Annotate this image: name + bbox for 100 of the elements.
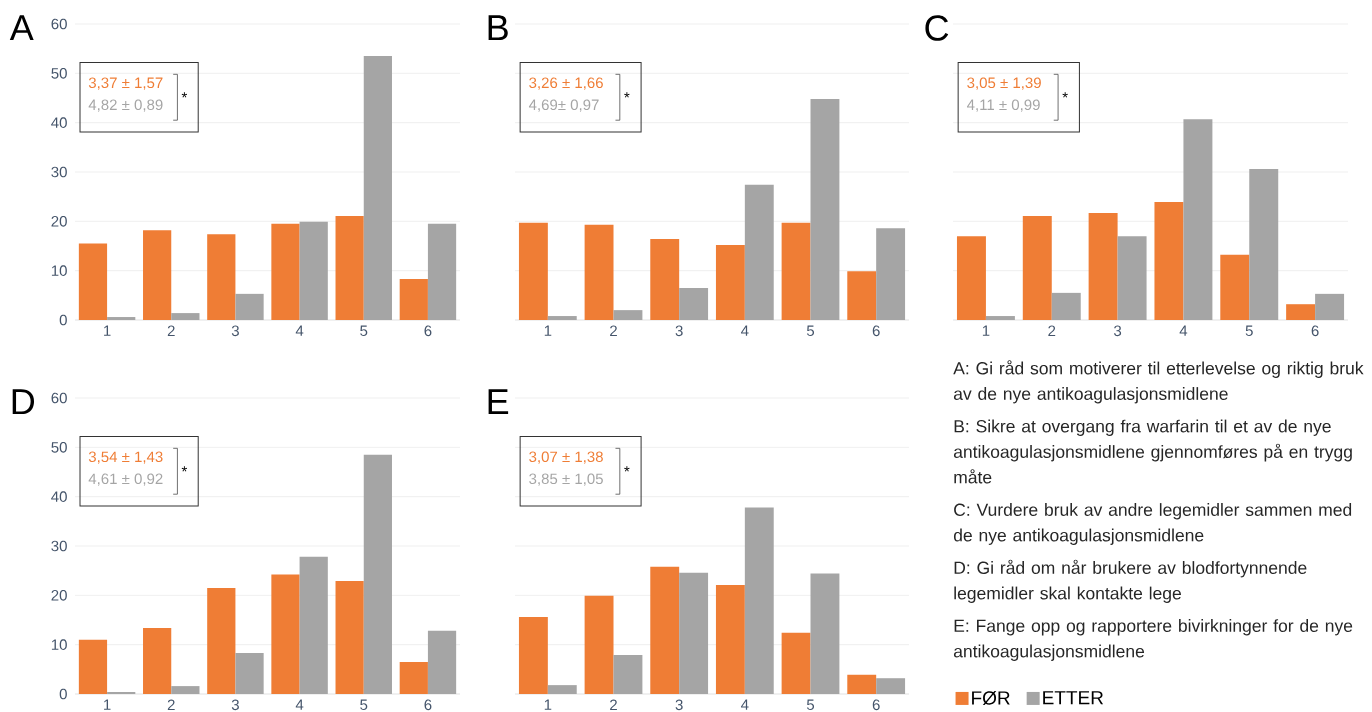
annotation: 3,85 ± 1,05 bbox=[529, 473, 603, 486]
bar bbox=[207, 587, 236, 694]
bar bbox=[1154, 202, 1184, 320]
bar bbox=[363, 56, 392, 320]
bar bbox=[781, 632, 811, 694]
y-tick-label: 50 bbox=[51, 442, 67, 453]
bar bbox=[876, 228, 906, 320]
bar bbox=[744, 184, 774, 320]
bar bbox=[399, 661, 428, 694]
bar bbox=[876, 678, 906, 694]
legend-label: ETTER bbox=[1043, 691, 1104, 705]
bar bbox=[1220, 254, 1250, 320]
legend-label: FØR bbox=[972, 690, 1010, 705]
bar bbox=[781, 222, 811, 320]
x-tick-label: 3 bbox=[1113, 325, 1122, 337]
x-tick-label: 6 bbox=[872, 325, 880, 337]
bar bbox=[1051, 292, 1081, 320]
annotation: 3,07 ± 1,38 bbox=[529, 451, 603, 464]
annotation: 3,26 ± 1,66 bbox=[529, 77, 603, 90]
x-tick-label: 3 bbox=[231, 325, 239, 337]
text: B: Sikre at overgang fra warfarin til et av de nye antikoagulasjonsmidlene gjennomføres på en trygg måte bbox=[953, 419, 1352, 484]
x-tick-label: 6 bbox=[1311, 325, 1319, 337]
bar bbox=[547, 316, 577, 320]
x-tick-label: 6 bbox=[424, 699, 432, 711]
y-tick-label: 30 bbox=[51, 166, 67, 178]
y-tick-label: 40 bbox=[51, 117, 67, 128]
x-tick-label: 3 bbox=[675, 325, 683, 337]
x-tick-label: 4 bbox=[1179, 325, 1188, 336]
annotation: 4,82 ± 0,89 bbox=[88, 99, 163, 112]
x-tick-label: 1 bbox=[104, 699, 111, 710]
y-tick-label: 20 bbox=[51, 590, 67, 601]
bar bbox=[650, 239, 680, 320]
bar bbox=[78, 243, 108, 320]
x-tick-label: 2 bbox=[167, 699, 175, 711]
bar bbox=[679, 287, 709, 320]
bar bbox=[78, 639, 108, 694]
x-tick-label: 1 bbox=[544, 699, 552, 710]
x-tick-label: 5 bbox=[806, 325, 815, 336]
bar bbox=[171, 686, 200, 694]
x-tick-label: 5 bbox=[360, 325, 368, 336]
bar bbox=[427, 630, 457, 694]
y-tick-label: 20 bbox=[51, 216, 67, 227]
x-tick-label: 4 bbox=[741, 699, 749, 710]
annotation: * bbox=[624, 466, 630, 472]
bar bbox=[613, 655, 643, 694]
bar bbox=[847, 674, 877, 694]
bar bbox=[956, 236, 986, 320]
bar bbox=[427, 223, 457, 320]
y-tick-label: 30 bbox=[51, 540, 67, 552]
bar bbox=[1286, 304, 1316, 320]
annotation: 3,37 ± 1,57 bbox=[88, 77, 163, 90]
chart-title: C bbox=[925, 15, 949, 41]
bar bbox=[679, 572, 709, 694]
bar bbox=[1022, 215, 1052, 320]
bar bbox=[271, 223, 300, 320]
y-tick-label: 40 bbox=[51, 491, 67, 502]
annotation: * bbox=[181, 92, 188, 98]
bar bbox=[744, 507, 774, 694]
y-tick-label: 50 bbox=[51, 68, 67, 79]
bar bbox=[584, 595, 614, 694]
x-tick-label: 2 bbox=[167, 325, 175, 336]
x-tick-label: 2 bbox=[1048, 325, 1056, 336]
bar bbox=[299, 556, 328, 694]
bar bbox=[399, 279, 428, 320]
bar bbox=[847, 271, 877, 320]
x-tick-label: 4 bbox=[295, 699, 304, 710]
bar bbox=[810, 98, 840, 320]
bar bbox=[335, 581, 364, 694]
x-tick-label: 5 bbox=[1245, 325, 1253, 336]
x-tick-label: 1 bbox=[544, 325, 552, 336]
annotation: * bbox=[181, 466, 188, 472]
x-tick-label: 4 bbox=[295, 325, 304, 336]
annotation: * bbox=[1062, 92, 1068, 98]
bar bbox=[143, 627, 172, 694]
x-tick-label: 4 bbox=[741, 325, 749, 336]
text: D: Gi råd om når brukere av blodfortynnende legemidler skal kontakte lege bbox=[954, 559, 1307, 603]
bar bbox=[518, 617, 548, 694]
bar bbox=[143, 230, 172, 320]
chart-title: A bbox=[9, 15, 34, 41]
chart-title: B bbox=[488, 15, 508, 41]
bar bbox=[1315, 293, 1345, 320]
bar bbox=[235, 293, 264, 320]
bar bbox=[715, 584, 745, 694]
bar bbox=[335, 215, 364, 320]
bar bbox=[613, 310, 643, 320]
text: C: Vurdere bruk av andre legemidler sammen med de nye antikoagulasjonsmidlene bbox=[953, 503, 1352, 545]
text: E: Fange opp og rapportere bivirkninger for de nye antikoagulasjonsmidlene bbox=[953, 619, 1353, 661]
bar bbox=[650, 566, 680, 694]
bar bbox=[271, 574, 300, 694]
x-tick-label: 3 bbox=[231, 699, 239, 711]
bar bbox=[235, 653, 264, 694]
y-tick-label: 60 bbox=[51, 18, 67, 30]
bar bbox=[171, 313, 200, 320]
annotation: 3,54 ± 1,43 bbox=[88, 451, 163, 464]
y-tick-label: 10 bbox=[51, 265, 67, 276]
annotation: 3,05 ± 1,39 bbox=[967, 77, 1041, 90]
bar bbox=[985, 316, 1015, 320]
chart-title: D bbox=[12, 389, 35, 415]
bar bbox=[810, 573, 840, 694]
x-tick-label: 3 bbox=[675, 699, 683, 711]
